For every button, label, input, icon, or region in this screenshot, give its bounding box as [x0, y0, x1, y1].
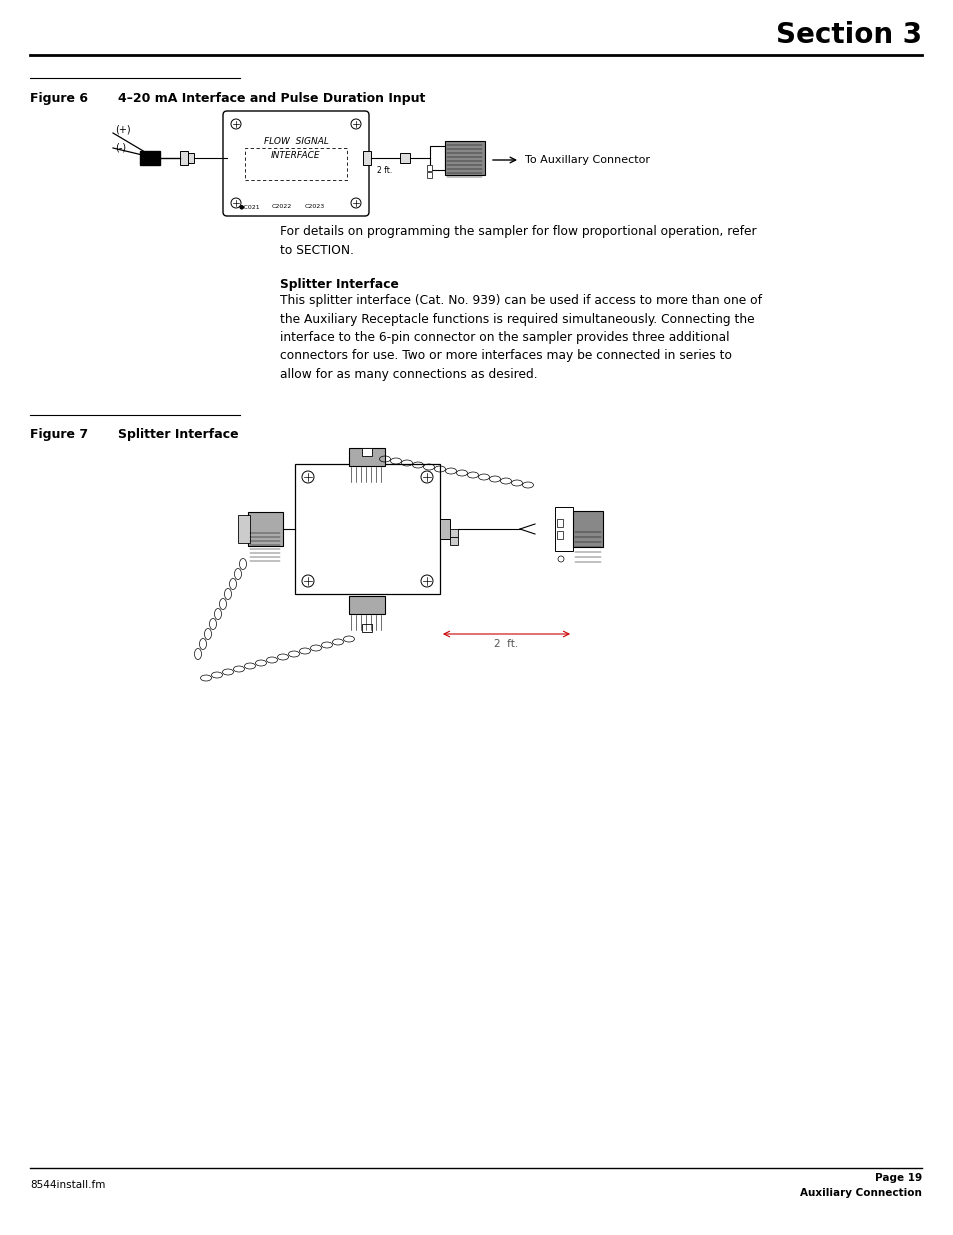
Circle shape	[302, 576, 314, 587]
Text: C2023: C2023	[305, 205, 325, 210]
Bar	[188, 153, 193, 163]
Bar	[427, 172, 432, 178]
Circle shape	[351, 119, 360, 128]
Bar	[444, 141, 484, 175]
Text: ●C021: ●C021	[238, 205, 259, 210]
Bar	[361, 448, 372, 456]
Bar	[557, 519, 562, 527]
Bar	[555, 508, 573, 551]
Circle shape	[420, 471, 433, 483]
Text: Splitter Interface: Splitter Interface	[118, 429, 238, 441]
Text: Figure 7: Figure 7	[30, 429, 88, 441]
Bar	[245, 148, 347, 180]
Circle shape	[231, 198, 241, 207]
Bar	[427, 165, 432, 170]
Text: 2  ft.: 2 ft.	[494, 638, 517, 650]
Circle shape	[420, 576, 433, 587]
Bar	[237, 515, 250, 543]
Text: To Auxillary Connector: To Auxillary Connector	[524, 156, 649, 165]
Bar	[450, 537, 457, 545]
Bar	[557, 531, 562, 538]
Text: C2022: C2022	[272, 205, 292, 210]
Text: For details on programming the sampler for flow proportional operation, refer
to: For details on programming the sampler f…	[280, 225, 756, 257]
Text: (+): (+)	[115, 125, 131, 135]
Bar	[361, 624, 372, 632]
Bar	[363, 151, 371, 165]
Bar	[450, 529, 457, 537]
Text: Figure 6: Figure 6	[30, 91, 88, 105]
Bar	[294, 464, 439, 594]
Text: INTERFACE: INTERFACE	[271, 151, 320, 159]
Bar	[349, 448, 385, 466]
Text: Splitter Interface: Splitter Interface	[280, 278, 398, 291]
Circle shape	[351, 198, 360, 207]
Circle shape	[231, 119, 241, 128]
Bar	[439, 519, 450, 538]
Bar	[399, 153, 410, 163]
Bar	[180, 151, 188, 165]
Text: Section 3: Section 3	[775, 21, 921, 49]
Text: This splitter interface (Cat. No. 939) can be used if access to more than one of: This splitter interface (Cat. No. 939) c…	[280, 294, 761, 382]
Bar	[430, 146, 444, 170]
Text: Auxiliary Connection: Auxiliary Connection	[800, 1188, 921, 1198]
Text: 2 ft.: 2 ft.	[377, 165, 393, 175]
Bar	[349, 597, 385, 614]
Circle shape	[302, 471, 314, 483]
Bar	[140, 151, 160, 165]
Bar	[573, 511, 602, 547]
Text: 4–20 mA Interface and Pulse Duration Input: 4–20 mA Interface and Pulse Duration Inp…	[118, 91, 425, 105]
Bar	[248, 513, 283, 546]
Text: Page 19: Page 19	[874, 1173, 921, 1183]
Text: FLOW  SIGNAL: FLOW SIGNAL	[263, 137, 328, 147]
Text: (-): (-)	[115, 143, 126, 153]
FancyBboxPatch shape	[223, 111, 369, 216]
Text: 8544install.fm: 8544install.fm	[30, 1179, 105, 1191]
